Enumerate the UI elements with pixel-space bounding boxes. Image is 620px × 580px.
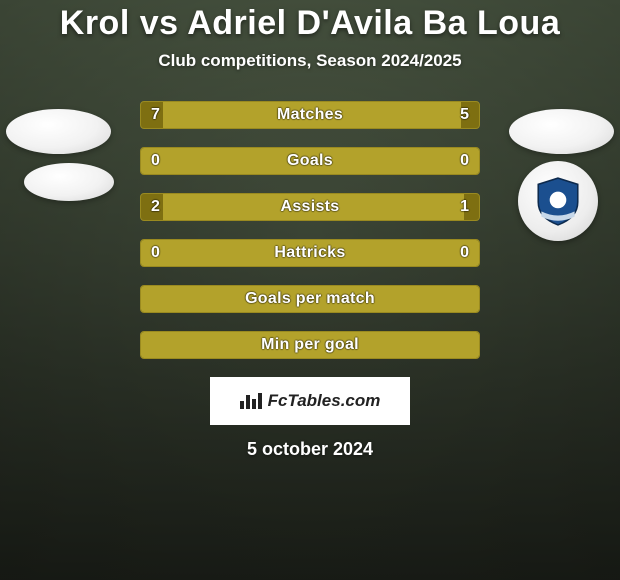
comparison-bars: 75Matches 00Goals 21Assists 00Hattricks Goal… [0, 101, 620, 359]
watermark-text: FcTables.com [268, 391, 381, 411]
date: 5 october 2024 [0, 439, 620, 460]
stat-row: 00Hattricks [140, 239, 480, 267]
stat-label: Assists [141, 194, 479, 220]
stat-row: 21Assists [140, 193, 480, 221]
stat-label: Hattricks [141, 240, 479, 266]
watermark-icon [240, 393, 262, 409]
stat-label: Goals per match [141, 286, 479, 312]
stat-label: Matches [141, 102, 479, 128]
stat-label: Min per goal [141, 332, 479, 358]
stat-row: Min per goal [140, 331, 480, 359]
subtitle: Club competitions, Season 2024/2025 [0, 51, 620, 71]
stat-row: 75Matches [140, 101, 480, 129]
club-logo-right [518, 161, 598, 241]
stat-label: Goals [141, 148, 479, 174]
watermark: FcTables.com [210, 377, 410, 425]
player-badge-right [509, 109, 614, 154]
page-title: Krol vs Adriel D'Avila Ba Loua [0, 4, 620, 43]
player-badge-left-2 [24, 163, 114, 201]
stat-row: 00Goals [140, 147, 480, 175]
player-badge-left [6, 109, 111, 154]
stat-row: Goals per match [140, 285, 480, 313]
